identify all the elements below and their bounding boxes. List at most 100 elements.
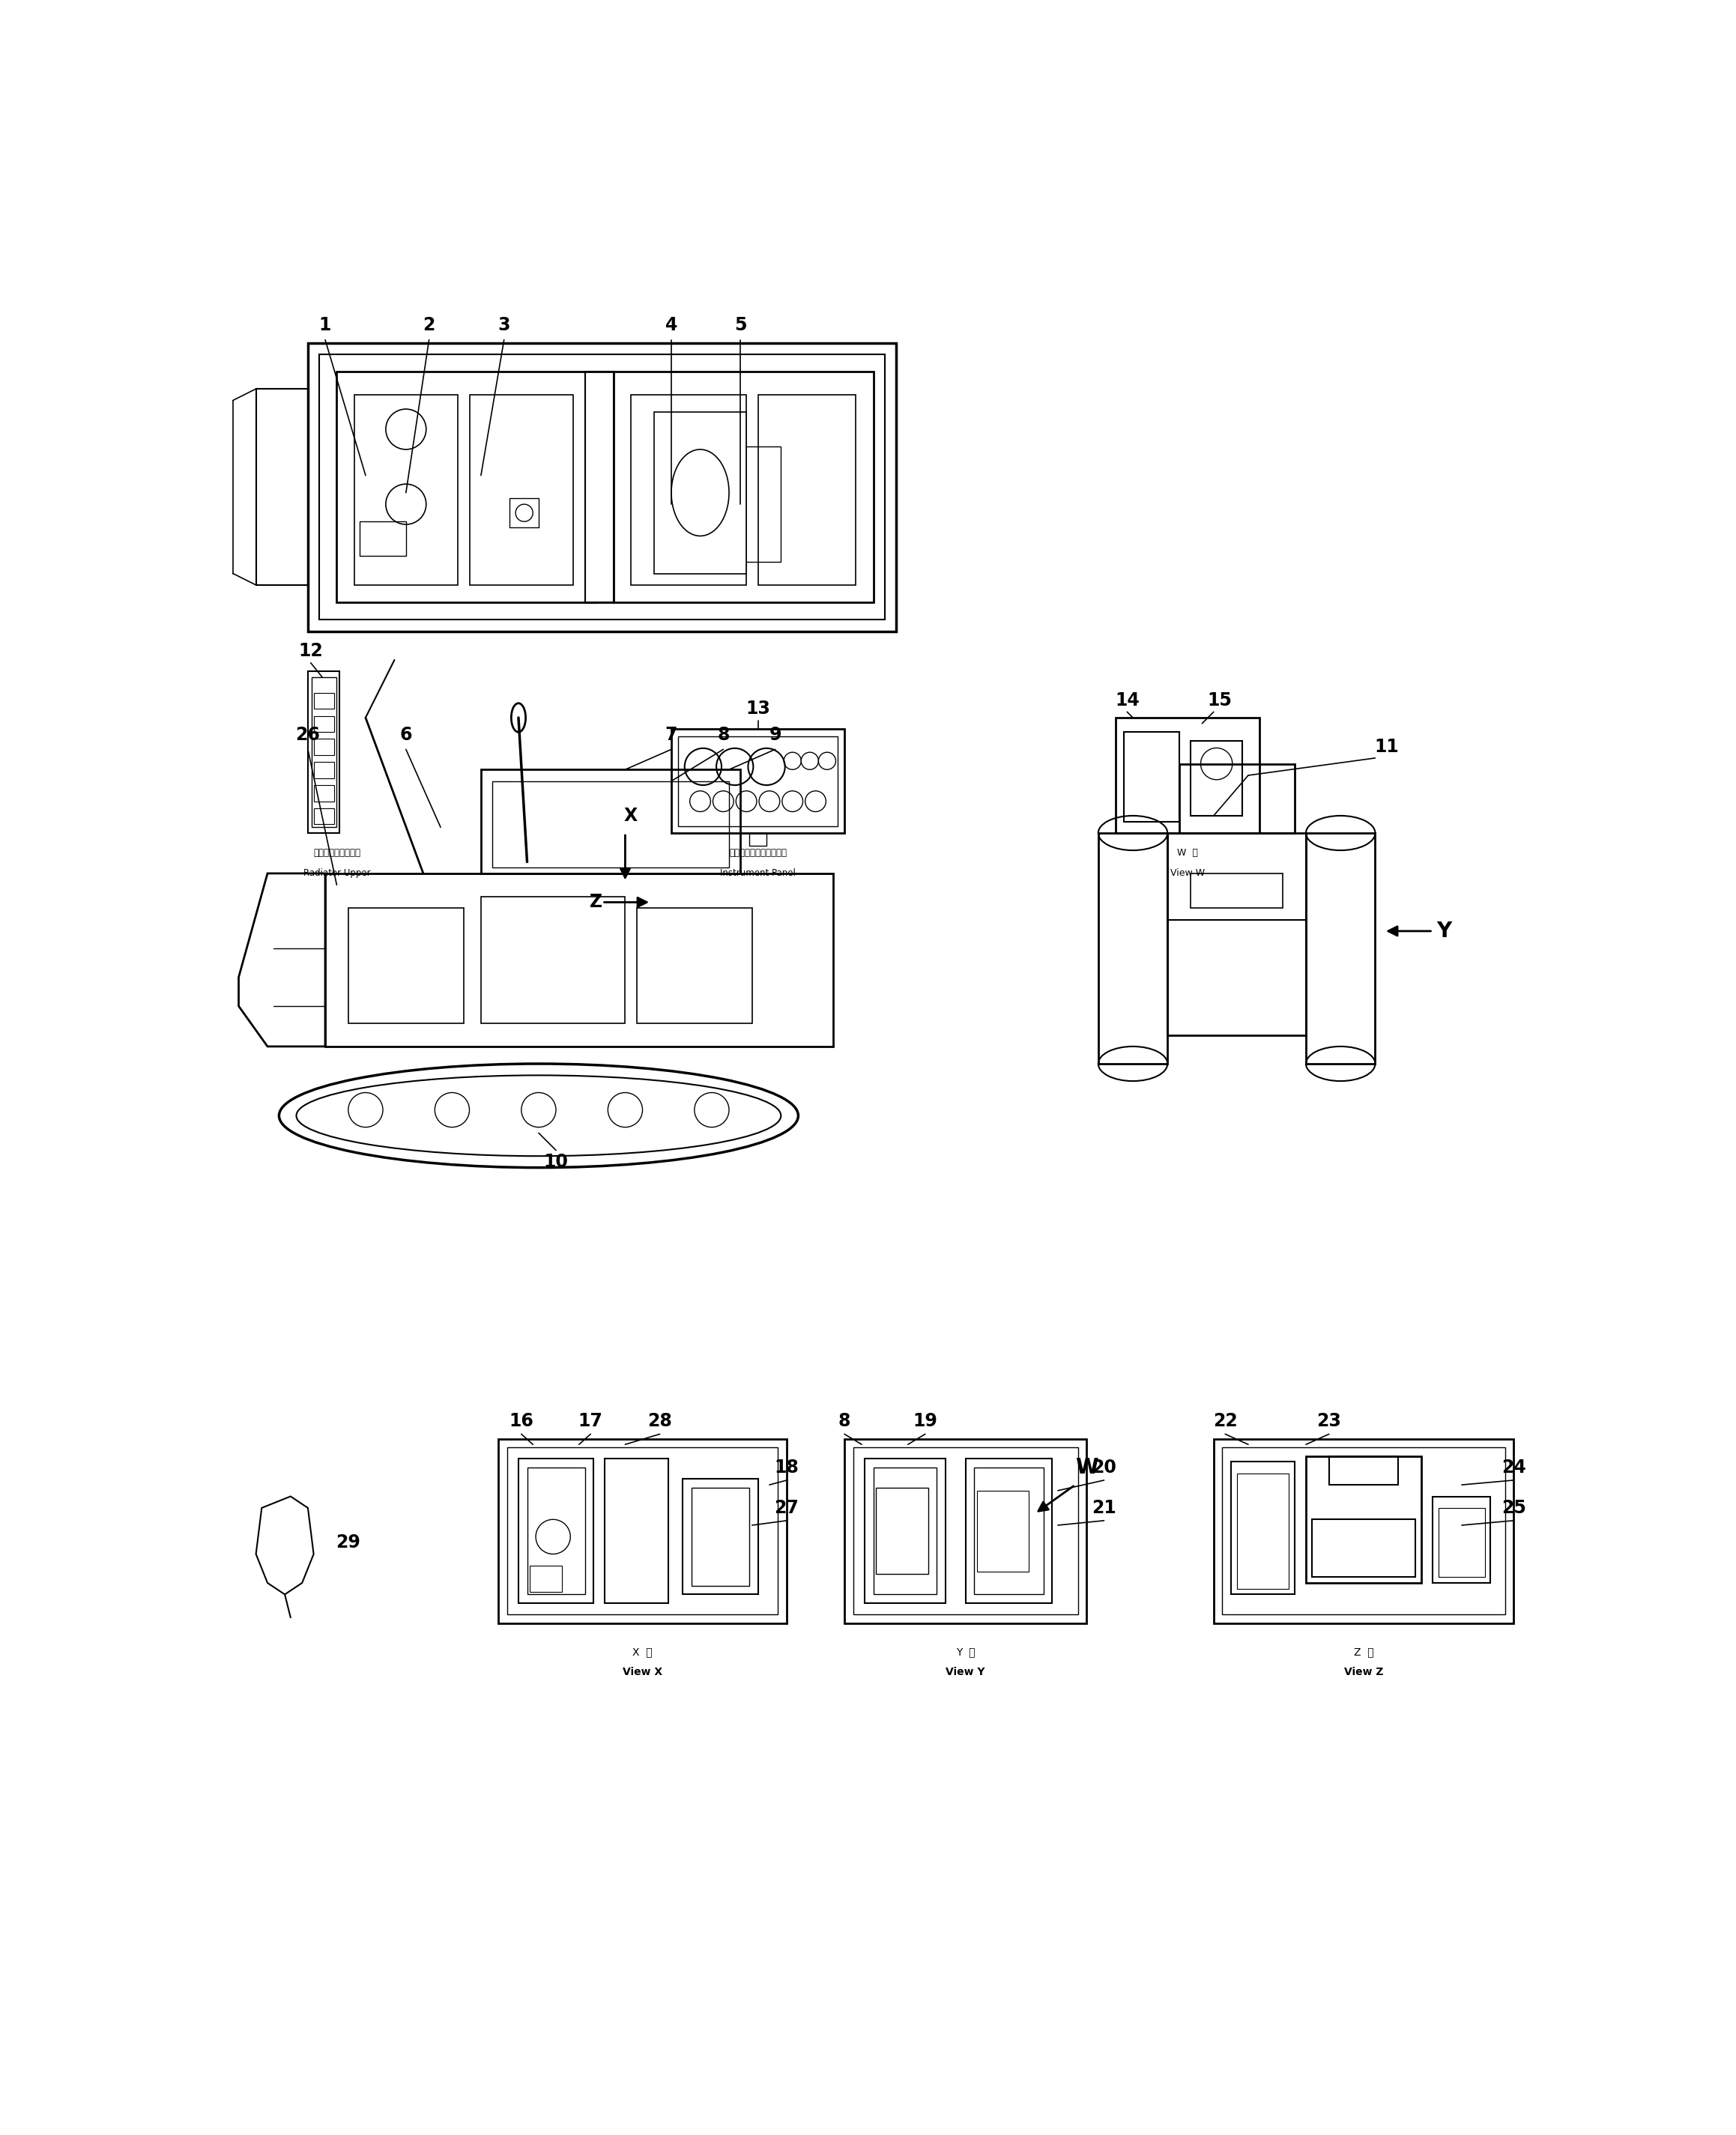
Bar xyxy=(498,1439,786,1623)
Bar xyxy=(359,521,406,555)
Bar xyxy=(682,1480,759,1595)
Bar xyxy=(873,1467,937,1595)
Text: 9: 9 xyxy=(769,726,781,743)
Text: 8: 8 xyxy=(838,1413,851,1430)
Bar xyxy=(255,389,307,585)
Bar xyxy=(630,395,746,585)
Text: Y  視: Y 視 xyxy=(957,1646,976,1657)
Text: 6: 6 xyxy=(399,726,411,743)
Bar xyxy=(585,371,613,602)
Text: 29: 29 xyxy=(337,1533,361,1552)
Bar xyxy=(1191,741,1243,816)
Bar xyxy=(354,395,458,585)
Text: 20: 20 xyxy=(1092,1458,1116,1477)
Bar xyxy=(852,1448,1078,1614)
Bar xyxy=(493,781,729,867)
Bar xyxy=(637,907,752,1023)
Text: 21: 21 xyxy=(1092,1499,1116,1516)
Text: 12: 12 xyxy=(299,643,323,660)
Bar xyxy=(1305,833,1375,1063)
Text: 24: 24 xyxy=(1502,1458,1526,1477)
Bar xyxy=(1236,1473,1288,1588)
Bar xyxy=(519,1458,594,1603)
Bar xyxy=(672,730,844,833)
Bar xyxy=(1191,873,1283,907)
Bar xyxy=(1116,717,1260,833)
Text: X  視: X 視 xyxy=(632,1646,653,1657)
Text: 22: 22 xyxy=(1213,1413,1238,1430)
Text: X: X xyxy=(625,807,637,824)
Text: 1: 1 xyxy=(319,316,332,335)
Bar xyxy=(844,1439,1087,1623)
Text: 18: 18 xyxy=(774,1458,799,1477)
Text: 5: 5 xyxy=(734,316,746,335)
Bar xyxy=(712,446,781,562)
Bar xyxy=(507,1448,778,1614)
Bar xyxy=(314,694,333,709)
Bar xyxy=(314,715,333,732)
Bar xyxy=(1439,1507,1484,1578)
Text: Z: Z xyxy=(590,892,602,912)
Text: 19: 19 xyxy=(913,1413,937,1430)
Text: 14: 14 xyxy=(1115,692,1139,709)
Bar xyxy=(977,1490,1029,1571)
Bar xyxy=(337,371,597,602)
Bar xyxy=(510,497,538,527)
Text: Z  視: Z 視 xyxy=(1354,1646,1373,1657)
Bar xyxy=(349,907,464,1023)
Text: 10: 10 xyxy=(543,1153,568,1170)
Text: 16: 16 xyxy=(509,1413,533,1430)
Text: 28: 28 xyxy=(648,1413,672,1430)
Bar xyxy=(1330,1456,1397,1484)
Bar xyxy=(314,739,333,756)
Bar xyxy=(1432,1497,1491,1582)
Text: Instrument Panel: Instrument Panel xyxy=(720,869,795,877)
Text: View X: View X xyxy=(623,1667,663,1678)
Text: 26: 26 xyxy=(295,726,319,743)
Bar xyxy=(654,412,746,574)
Text: W: W xyxy=(1075,1456,1099,1477)
Text: 4: 4 xyxy=(665,316,677,335)
Bar xyxy=(865,1458,946,1603)
Bar xyxy=(481,897,625,1023)
Bar xyxy=(1168,833,1305,1035)
Bar xyxy=(528,1467,585,1595)
Bar xyxy=(1305,1456,1422,1582)
Bar xyxy=(1222,1448,1505,1614)
Bar xyxy=(469,395,573,585)
Text: 7: 7 xyxy=(665,726,677,743)
Bar xyxy=(312,677,337,826)
Bar xyxy=(679,737,837,826)
Bar xyxy=(613,371,873,602)
Bar xyxy=(1231,1462,1295,1595)
Text: 8: 8 xyxy=(717,726,729,743)
Bar xyxy=(1213,1439,1514,1623)
Bar xyxy=(1312,1520,1415,1578)
Bar xyxy=(750,833,767,845)
Bar xyxy=(691,1488,750,1586)
Text: View Y: View Y xyxy=(946,1667,986,1678)
Bar xyxy=(529,1565,562,1591)
Text: ラジエータアッパー: ラジエータアッパー xyxy=(312,848,361,858)
Text: View W: View W xyxy=(1170,869,1205,877)
Bar xyxy=(1125,732,1179,822)
Text: 17: 17 xyxy=(578,1413,602,1430)
Text: 23: 23 xyxy=(1316,1413,1342,1430)
Bar xyxy=(307,673,340,833)
Bar xyxy=(314,809,333,824)
Bar xyxy=(877,1488,929,1573)
Bar xyxy=(604,1458,668,1603)
Text: 27: 27 xyxy=(774,1499,799,1516)
Bar xyxy=(314,762,333,779)
Text: 11: 11 xyxy=(1375,737,1399,756)
Bar xyxy=(974,1467,1043,1595)
Text: Y: Y xyxy=(1437,920,1451,942)
Text: View Z: View Z xyxy=(1344,1667,1384,1678)
Bar xyxy=(965,1458,1052,1603)
Bar xyxy=(759,395,856,585)
Text: Radiator Upper: Radiator Upper xyxy=(304,869,370,877)
Bar xyxy=(1099,833,1168,1063)
Text: W  視: W 視 xyxy=(1177,848,1198,858)
Bar xyxy=(307,344,896,632)
Text: 13: 13 xyxy=(745,700,771,717)
